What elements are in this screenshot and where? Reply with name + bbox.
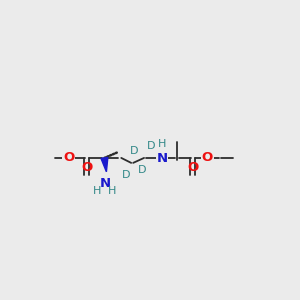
Text: O: O [81, 161, 92, 174]
Text: N: N [156, 152, 167, 165]
Text: O: O [63, 152, 74, 164]
Text: D: D [122, 170, 130, 180]
Text: H: H [93, 186, 102, 196]
Text: D: D [130, 146, 138, 156]
Text: N: N [100, 177, 111, 190]
Text: O: O [187, 161, 198, 174]
Polygon shape [101, 158, 108, 172]
Text: D: D [147, 141, 155, 151]
Text: O: O [202, 152, 213, 164]
Text: D: D [138, 165, 146, 175]
Text: H: H [108, 186, 116, 196]
Text: H: H [158, 139, 166, 149]
